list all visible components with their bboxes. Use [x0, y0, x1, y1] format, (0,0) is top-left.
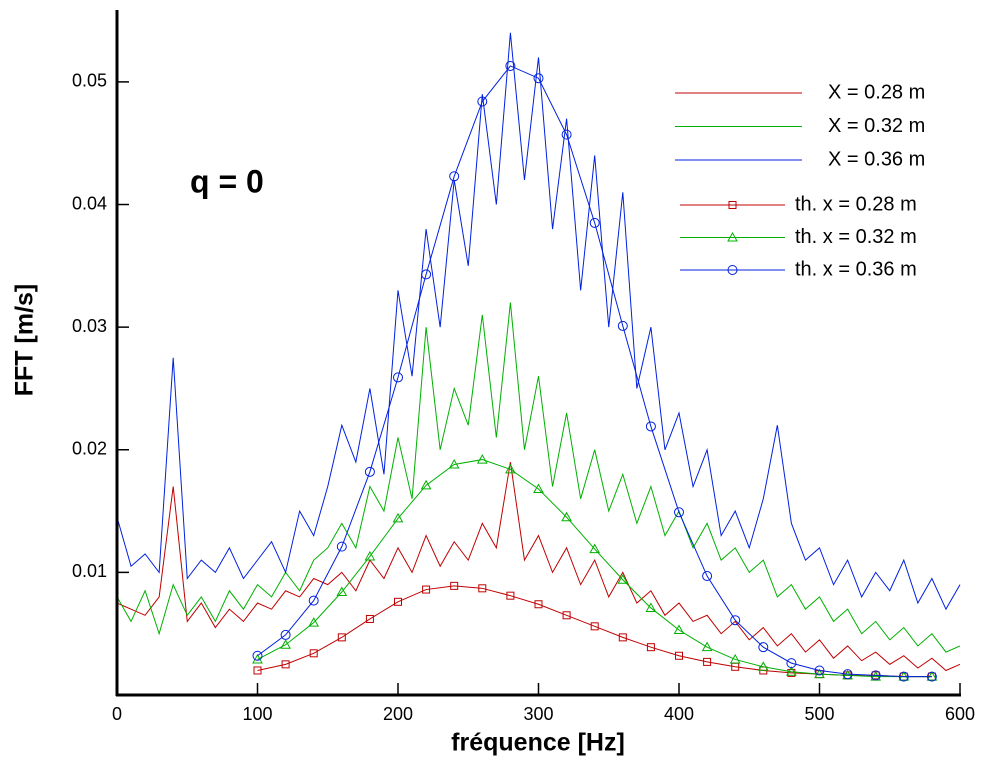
data-point	[645, 602, 657, 612]
y-tick-label: 0.03	[72, 316, 107, 336]
data-point	[505, 463, 516, 474]
data-point	[281, 660, 290, 669]
legend-label: th. x = 0.36 m	[795, 258, 917, 280]
data-point	[589, 543, 601, 554]
legend-label: th. x = 0.28 m	[795, 193, 917, 215]
data-point	[253, 666, 262, 675]
data-point	[478, 584, 487, 593]
x-tick-label: 600	[945, 704, 975, 724]
data-point	[392, 512, 404, 523]
x-tick-label: 0	[112, 704, 122, 724]
data-point	[533, 483, 544, 493]
x-tick-label: 300	[523, 704, 553, 724]
axes	[115, 10, 961, 697]
data-point	[394, 597, 402, 606]
data-point	[701, 641, 713, 652]
data-point	[646, 643, 655, 652]
series-line	[257, 585, 932, 678]
legend-label: X = 0.36 m	[828, 148, 925, 170]
x-tick-label: 400	[664, 704, 694, 724]
y-tick-label: 0.05	[72, 71, 107, 91]
data-point	[477, 96, 488, 107]
data-point	[562, 611, 571, 620]
data-point	[786, 658, 797, 669]
data-point	[308, 595, 319, 606]
y-tick-label: 0.01	[72, 561, 107, 581]
data-point	[926, 671, 937, 682]
data-point	[420, 479, 432, 490]
data-point	[252, 650, 263, 661]
data-point	[365, 614, 374, 623]
data-point	[758, 642, 769, 653]
data-point	[926, 671, 938, 681]
legend-marker	[728, 201, 737, 209]
data-point	[786, 666, 797, 676]
data-point	[505, 60, 516, 71]
x-tick-label: 100	[242, 704, 272, 724]
data-point	[421, 269, 432, 280]
legend-label: X = 0.28 m	[828, 81, 925, 103]
legend-marker	[727, 231, 738, 242]
data-point	[393, 372, 403, 383]
plot-area	[117, 32, 961, 682]
series-line	[117, 461, 961, 672]
y-axis-title: FFT [m/s]	[11, 284, 39, 397]
data-point	[702, 571, 713, 582]
data-point	[364, 466, 375, 477]
data-point	[533, 73, 544, 84]
data-point	[617, 574, 629, 584]
legend-marker	[727, 265, 738, 275]
data-point	[336, 541, 347, 552]
data-point	[729, 653, 741, 664]
annotation: q = 0	[190, 163, 264, 199]
legend-label: th. x = 0.32 m	[795, 226, 917, 248]
x-tick-label: 500	[804, 704, 834, 724]
data-point	[870, 670, 881, 681]
series-line	[117, 302, 961, 653]
data-point	[673, 624, 685, 635]
legend-label: X = 0.32 m	[828, 115, 925, 137]
data-point	[675, 651, 683, 660]
data-point	[476, 454, 488, 464]
data-point	[814, 665, 825, 676]
data-point	[589, 217, 600, 228]
data-point	[449, 171, 460, 182]
series-line	[117, 32, 961, 611]
data-point	[308, 617, 320, 627]
data-point	[618, 633, 627, 642]
data-point	[898, 671, 909, 682]
data-point	[674, 507, 684, 518]
data-point	[757, 661, 769, 671]
data-point	[730, 615, 741, 626]
data-point	[309, 649, 318, 658]
series-line	[257, 65, 932, 678]
data-point	[422, 585, 431, 594]
data-point	[280, 629, 291, 640]
data-point	[450, 581, 459, 590]
data-point	[506, 591, 515, 600]
y-tick-label: 0.02	[72, 439, 107, 459]
data-point	[448, 458, 460, 469]
series-line	[257, 459, 932, 678]
data-point	[534, 600, 543, 609]
data-point	[561, 129, 572, 140]
data-point	[842, 669, 853, 680]
data-point	[364, 550, 376, 561]
data-point	[703, 657, 712, 666]
data-point	[337, 633, 346, 642]
data-point	[814, 668, 825, 679]
data-point	[617, 320, 628, 331]
x-tick-label: 200	[383, 704, 413, 724]
data-point	[645, 421, 656, 432]
x-axis-title: fréquence [Hz]	[451, 729, 625, 757]
data-point	[561, 511, 572, 522]
data-point	[280, 639, 291, 649]
data-point	[252, 653, 263, 664]
data-point	[336, 586, 348, 596]
y-tick-label: 0.04	[72, 193, 107, 213]
data-point	[590, 622, 599, 631]
